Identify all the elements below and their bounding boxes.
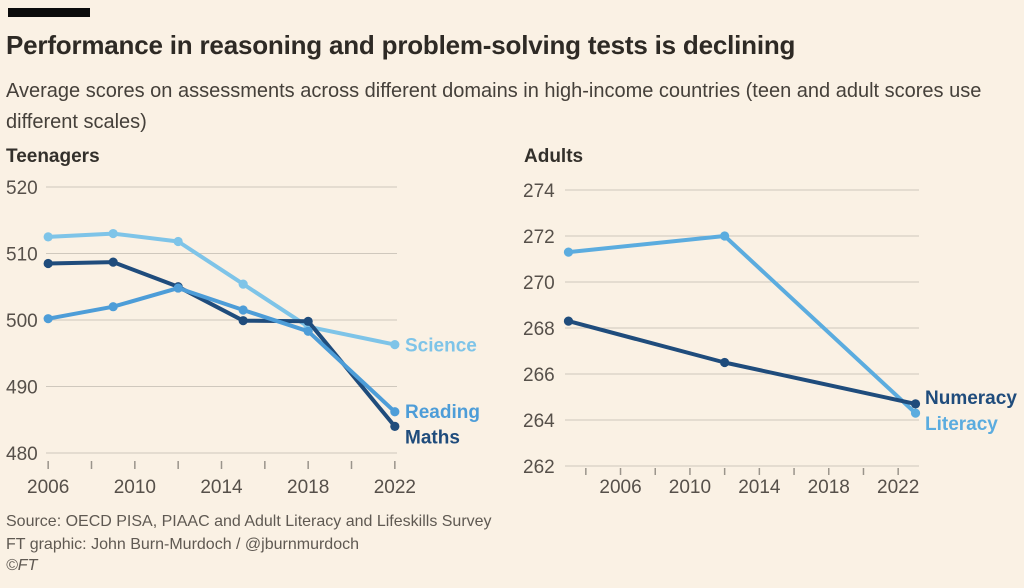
page-subtitle: Average scores on assessments across dif… (6, 80, 982, 133)
y-axis-label-520: 520 (6, 178, 38, 199)
series-label-numeracy: Numeracy (925, 388, 1017, 409)
page-title: Performance in reasoning and problem-sol… (6, 30, 796, 60)
data-point-numeracy-2003 (563, 316, 574, 326)
adults-panel-title: Adults (524, 146, 584, 167)
copyright-line: ©FT (6, 557, 38, 574)
x-axis-label-2006: 2006 (599, 477, 641, 498)
ft-accent-bar (8, 8, 90, 17)
series-line-maths (46, 260, 397, 429)
series-label-science: Science (405, 336, 477, 357)
x-axis-label-2010: 2010 (669, 477, 711, 498)
x-axis-label-2014: 2014 (738, 477, 781, 498)
x-axis-label-2006: 2006 (27, 477, 69, 498)
teenagers-panel-title: Teenagers (6, 146, 100, 167)
y-axis-label-510: 510 (6, 245, 38, 266)
adults-line-chart: 262 264 266 268 270 272 274 2006 2010 2014 2018 202… (523, 181, 1017, 498)
data-point-science-2009 (108, 228, 118, 239)
data-point-reading-2015 (238, 305, 248, 315)
series-label-reading: Reading (405, 402, 480, 423)
data-point-reading-2009 (108, 302, 118, 312)
data-point-maths-2009 (108, 257, 118, 267)
data-point-maths-2022 (390, 421, 400, 431)
y-axis-label-272: 272 (523, 227, 555, 248)
data-point-numeracy-2023 (910, 399, 921, 409)
y-axis-label-266: 266 (523, 365, 555, 386)
data-point-reading-2012 (173, 283, 183, 293)
series-line-literacy (566, 234, 918, 416)
x-axis-label-2010: 2010 (114, 477, 156, 498)
data-point-science-2015 (238, 279, 248, 289)
y-axis-label-270: 270 (523, 273, 555, 294)
data-point-reading-2022 (390, 407, 400, 417)
x-axis-label-2022: 2022 (374, 477, 416, 498)
credit-line: FT graphic: John Burn-Murdoch / @jburnmu… (6, 536, 359, 553)
y-axis-label-490: 490 (6, 378, 38, 399)
series-line-science (46, 231, 397, 347)
x-axis-label-2014: 2014 (200, 477, 243, 498)
x-axis-label-2022: 2022 (877, 477, 919, 498)
data-point-science-2012 (173, 236, 183, 247)
data-point-maths-2006 (43, 258, 53, 269)
y-axis-label-262: 262 (523, 457, 555, 478)
data-point-literacy-2023 (910, 408, 921, 418)
x-axis-label-2018: 2018 (808, 477, 850, 498)
data-point-numeracy-2012 (720, 357, 730, 368)
data-point-science-2022 (390, 340, 400, 350)
data-point-reading-2018 (303, 326, 313, 336)
y-axis-label-500: 500 (6, 311, 38, 332)
data-point-literacy-2012 (720, 231, 730, 241)
series-label-literacy: Literacy (925, 414, 998, 435)
data-point-science-2006 (43, 232, 53, 242)
y-axis-label-274: 274 (523, 181, 555, 202)
series-line-reading (46, 286, 397, 414)
y-axis-label-264: 264 (523, 411, 555, 432)
data-point-maths-2018 (303, 316, 313, 326)
x-axis-label-2018: 2018 (287, 477, 329, 498)
y-axis-label-480: 480 (6, 444, 38, 465)
teenagers-line-chart: 480 490 500 510 520 2006 2010 2014 2018 2022 Scien… (6, 178, 480, 498)
source-line: Source: OECD PISA, PIAAC and Adult Liter… (6, 513, 492, 530)
data-point-literacy-2003 (563, 247, 574, 257)
series-label-maths: Maths (405, 427, 460, 448)
data-point-maths-2015 (238, 316, 248, 326)
y-axis-label-268: 268 (523, 319, 555, 340)
data-point-reading-2006 (43, 314, 53, 324)
